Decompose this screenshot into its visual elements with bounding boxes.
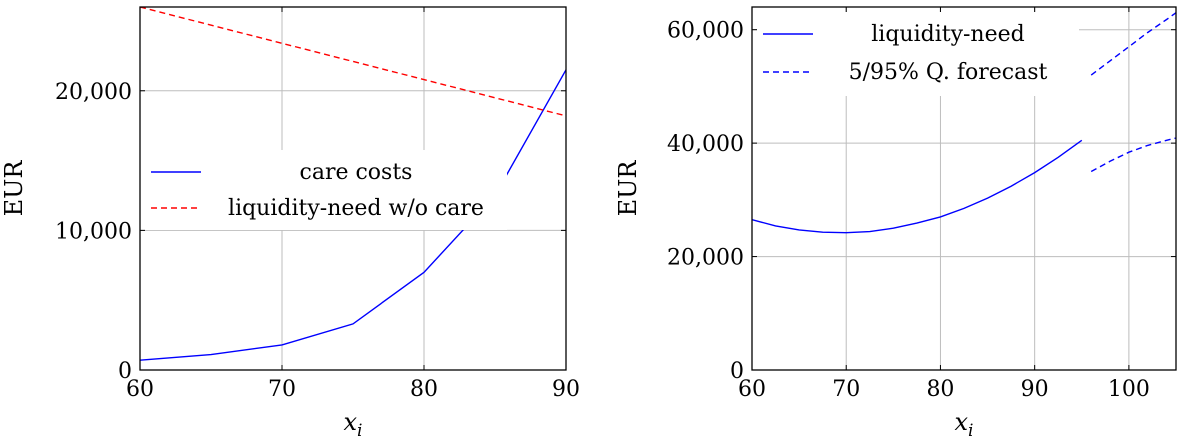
x-tick-label: 70	[832, 377, 860, 402]
y-tick-label: 40,000	[667, 132, 744, 157]
y-tick-label: 0	[730, 359, 744, 384]
axes-frame	[139, 6, 567, 371]
series-line-3	[1090, 137, 1176, 173]
y-axis-label: EUR	[0, 160, 28, 217]
x-axis-label-subscript: i	[968, 421, 973, 441]
y-tick-label: 10,000	[55, 219, 132, 244]
x-tick-label: 60	[738, 377, 766, 402]
series-line-2	[140, 7, 566, 117]
legend-label: 5/95% Q. forecast	[849, 60, 1048, 85]
x-tick-label: 90	[1021, 377, 1049, 402]
x-tick-label: 80	[410, 377, 438, 402]
y-axis-label: EUR	[614, 160, 642, 217]
x-tick-label: 70	[268, 377, 296, 402]
x-tick-label: 100	[1108, 377, 1150, 402]
x-tick-label: 90	[552, 377, 580, 402]
y-tick-label: 20,000	[667, 246, 744, 271]
chart-1: 60 70 80 90 0 10,000 20,000 xi EUR care costs liqu…	[0, 6, 580, 441]
x-axis-label: xi	[955, 408, 974, 441]
series-group	[752, 12, 1176, 234]
legend-label: liquidity-need w/o care	[228, 196, 484, 221]
legend-label: care costs	[300, 160, 413, 185]
x-tick-label: 80	[926, 377, 954, 402]
chart-2: 60 70 80 90 100 0 20,000 40,000 60,000 xi EUR liqui…	[614, 6, 1177, 441]
x-tick-label: 60	[126, 377, 154, 402]
series-line-1	[752, 139, 1083, 234]
y-tick-label: 0	[118, 359, 132, 384]
x-axis-label: xi	[344, 408, 363, 441]
y-tick-label: 60,000	[667, 19, 744, 44]
legend-label: liquidity-need	[871, 22, 1024, 47]
legend: care costs liquidity-need w/o care	[145, 150, 507, 230]
y-tick-label: 20,000	[55, 80, 132, 105]
axes-frame	[751, 6, 1177, 371]
legend-box	[145, 150, 507, 230]
legend-box	[757, 12, 1079, 96]
x-axis-label-subscript: i	[357, 421, 362, 441]
series-line-2	[1090, 12, 1176, 76]
legend: liquidity-need 5/95% Q. forecast	[757, 12, 1079, 96]
